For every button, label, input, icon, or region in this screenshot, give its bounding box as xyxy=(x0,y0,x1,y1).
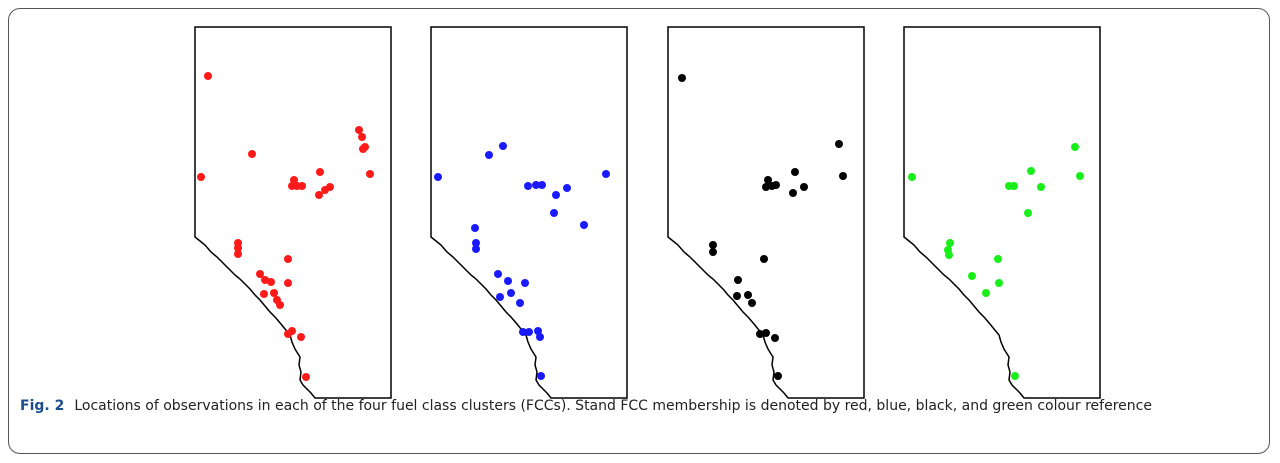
observation-dot xyxy=(472,239,480,247)
observation-dot xyxy=(789,189,797,197)
observation-dot xyxy=(366,170,374,178)
figure-maps xyxy=(194,26,1101,399)
observation-dot xyxy=(288,327,296,335)
map-outline xyxy=(194,26,392,399)
observation-dot xyxy=(321,186,329,194)
observation-dot xyxy=(472,245,480,253)
observation-dot xyxy=(537,372,545,380)
observation-dot xyxy=(771,334,779,342)
observation-dot xyxy=(521,279,529,287)
observation-dot xyxy=(471,224,479,232)
observation-dot xyxy=(248,150,256,158)
observation-dot xyxy=(709,241,717,249)
caption-text: Locations of observations in each of the… xyxy=(74,398,1152,414)
observation-dot xyxy=(1010,182,1018,190)
observation-dot xyxy=(288,182,296,190)
caption-label: Fig. 2 xyxy=(20,398,65,414)
observation-dot xyxy=(835,140,843,148)
observation-dot xyxy=(908,173,916,181)
observation-dot xyxy=(197,173,205,181)
observation-dot xyxy=(234,244,242,252)
observation-dot xyxy=(434,173,442,181)
observation-dot xyxy=(1076,172,1084,180)
observation-dot xyxy=(297,333,305,341)
observation-dot xyxy=(550,209,558,217)
observation-dot xyxy=(602,170,610,178)
observation-dot xyxy=(355,126,363,134)
observation-dot xyxy=(494,270,502,278)
observation-dot xyxy=(945,251,953,259)
observation-dot xyxy=(284,255,292,263)
observation-dot xyxy=(485,151,493,159)
figure-caption: Fig. 2 Locations of observations in each … xyxy=(20,396,1240,416)
observation-dot xyxy=(1011,372,1019,380)
map-outline xyxy=(430,26,628,399)
observation-dot xyxy=(1071,143,1079,151)
observation-dot xyxy=(359,145,367,153)
observation-dot xyxy=(499,142,507,150)
observation-dot xyxy=(507,289,515,297)
observation-dot xyxy=(536,333,544,341)
observation-dot xyxy=(764,176,772,184)
observation-dot xyxy=(519,328,527,336)
map-outline xyxy=(903,26,1101,399)
observation-dot xyxy=(276,301,284,309)
observation-dot xyxy=(358,133,366,141)
observation-dot xyxy=(538,181,546,189)
observation-dot xyxy=(270,289,278,297)
map-outline xyxy=(667,26,865,399)
observation-dot xyxy=(744,291,752,299)
observation-dot xyxy=(267,278,275,286)
observation-dot xyxy=(800,183,808,191)
observation-dot xyxy=(284,279,292,287)
observation-dot xyxy=(563,184,571,192)
observation-dot xyxy=(678,74,686,82)
figure-frame xyxy=(8,8,1270,454)
observation-dot xyxy=(733,292,741,300)
observation-dot xyxy=(298,182,306,190)
observation-dot xyxy=(762,183,770,191)
observation-dot xyxy=(552,191,560,199)
observation-dot xyxy=(204,72,212,80)
observation-dot xyxy=(496,293,504,301)
observation-dot xyxy=(532,181,540,189)
observation-dot xyxy=(982,289,990,297)
observation-dot xyxy=(1027,167,1035,175)
observation-dot xyxy=(756,330,764,338)
observation-dot xyxy=(772,181,780,189)
observation-dot xyxy=(234,250,242,258)
observation-dot xyxy=(504,277,512,285)
observation-dot xyxy=(580,221,588,229)
observation-dot xyxy=(302,373,310,381)
observation-dot xyxy=(256,270,264,278)
observation-dot xyxy=(791,168,799,176)
observation-dot xyxy=(994,255,1002,263)
observation-dot xyxy=(839,172,847,180)
observation-dot xyxy=(734,276,742,284)
observation-dot xyxy=(760,255,768,263)
observation-dot xyxy=(1024,209,1032,217)
observation-dot xyxy=(748,299,756,307)
observation-dot xyxy=(946,239,954,247)
observation-dot xyxy=(968,272,976,280)
observation-dot xyxy=(525,328,533,336)
observation-dot xyxy=(709,248,717,256)
observation-dot xyxy=(316,168,324,176)
observation-dot xyxy=(516,299,524,307)
observation-dot xyxy=(315,191,323,199)
observation-dot xyxy=(260,290,268,298)
observation-dot xyxy=(762,329,770,337)
observation-dot xyxy=(1037,183,1045,191)
observation-dot xyxy=(995,279,1003,287)
observation-dot xyxy=(524,182,532,190)
observation-dot xyxy=(774,372,782,380)
